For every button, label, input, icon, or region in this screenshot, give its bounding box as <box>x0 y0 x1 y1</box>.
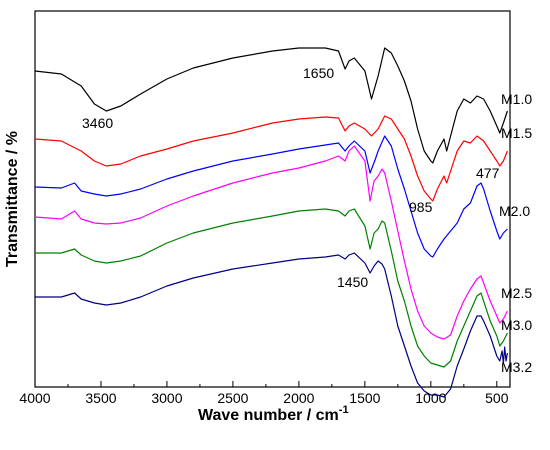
series-label-m1-5: M1.5 <box>501 125 532 141</box>
x-tick-label: 4000 <box>19 390 50 406</box>
x-axis-title: Wave number / cm-1 <box>198 404 349 424</box>
x-tick-label: 500 <box>485 390 509 406</box>
x-tick-label: 1500 <box>349 390 380 406</box>
peak-label-477: 477 <box>476 165 500 181</box>
series-label-m3-2: M3.2 <box>501 359 532 375</box>
series-label-m3-0: M3.0 <box>501 317 532 333</box>
spectra-lines <box>34 47 508 398</box>
series-label-m2-0: M2.0 <box>499 203 530 219</box>
peak-label-1450: 1450 <box>337 274 368 290</box>
series-line-m3-0 <box>35 208 508 368</box>
peak-label-3460: 3460 <box>82 115 113 131</box>
x-tick-label: 3500 <box>85 390 116 406</box>
x-tick-label: 2000 <box>283 390 314 406</box>
peak-label-1650: 1650 <box>303 65 334 81</box>
plot-frame <box>34 10 511 388</box>
x-axis-title-main: Wave number / cm <box>198 407 339 424</box>
x-tick-label: 1000 <box>415 390 446 406</box>
series-line-m3-2 <box>35 252 508 398</box>
series-line-m1-0 <box>34 47 508 164</box>
peak-label-985: 985 <box>409 199 433 215</box>
x-tick-label: 3000 <box>151 390 182 406</box>
series-line-m1-5 <box>34 115 508 202</box>
series-label-m1-0: M1.0 <box>501 91 532 107</box>
series-label-m2-5: M2.5 <box>501 285 532 301</box>
series-line-m2-5 <box>34 145 508 340</box>
y-axis-title: Transmittance / % <box>4 131 21 267</box>
x-tick-label: 2500 <box>217 390 248 406</box>
series-line-m2-0 <box>34 135 508 258</box>
x-axis-title-sup: -1 <box>339 404 349 416</box>
x-axis-ticks: 4000 3500 3000 2500 2000 1500 1000 500 <box>19 381 509 406</box>
